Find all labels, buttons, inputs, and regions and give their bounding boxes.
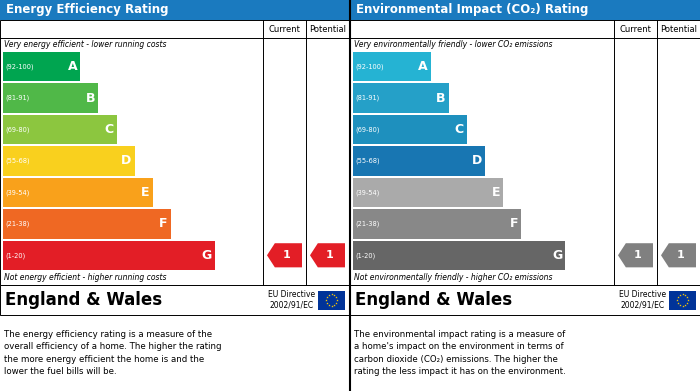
Text: 1: 1: [634, 250, 641, 260]
Text: Environmental Impact (CO₂) Rating: Environmental Impact (CO₂) Rating: [356, 4, 589, 16]
Text: (55-68): (55-68): [355, 158, 379, 164]
Text: E: E: [491, 186, 500, 199]
Text: (21-38): (21-38): [355, 221, 379, 227]
Text: G: G: [202, 249, 211, 262]
Text: 1: 1: [282, 250, 290, 260]
Text: C: C: [104, 123, 113, 136]
Text: (92-100): (92-100): [5, 63, 34, 70]
Polygon shape: [310, 243, 345, 267]
Bar: [3, 209, 171, 239]
Text: Current: Current: [269, 25, 300, 34]
Text: (39-54): (39-54): [355, 189, 379, 196]
Text: F: F: [510, 217, 518, 230]
Text: Not environmentally friendly - higher CO₂ emissions: Not environmentally friendly - higher CO…: [354, 273, 552, 283]
Text: (69-80): (69-80): [355, 126, 379, 133]
Bar: [318, 291, 345, 310]
Polygon shape: [267, 243, 302, 267]
Text: (55-68): (55-68): [5, 158, 29, 164]
Bar: [353, 178, 503, 207]
Bar: [3, 146, 134, 176]
Text: Very energy efficient - lower running costs: Very energy efficient - lower running co…: [4, 40, 167, 49]
Text: EU Directive
2002/91/EC: EU Directive 2002/91/EC: [268, 290, 315, 310]
Bar: [3, 178, 153, 207]
Text: (39-54): (39-54): [5, 189, 29, 196]
Text: Potential: Potential: [309, 25, 346, 34]
Text: A: A: [68, 60, 78, 73]
Bar: [0, 0, 349, 20]
Text: (81-91): (81-91): [5, 95, 29, 101]
Text: F: F: [159, 217, 168, 230]
Bar: [3, 115, 116, 144]
Polygon shape: [661, 243, 696, 267]
Bar: [353, 240, 566, 270]
Text: C: C: [455, 123, 464, 136]
Text: E: E: [141, 186, 150, 199]
Text: (69-80): (69-80): [5, 126, 29, 133]
Text: G: G: [552, 249, 562, 262]
Text: The energy efficiency rating is a measure of the
overall efficiency of a home. T: The energy efficiency rating is a measur…: [4, 330, 221, 376]
Bar: [3, 52, 80, 81]
Text: Energy Efficiency Rating: Energy Efficiency Rating: [6, 4, 169, 16]
Text: Potential: Potential: [660, 25, 697, 34]
Bar: [3, 83, 99, 113]
Text: (81-91): (81-91): [355, 95, 379, 101]
Text: (92-100): (92-100): [355, 63, 384, 70]
Text: (1-20): (1-20): [355, 252, 375, 258]
Text: B: B: [86, 91, 95, 105]
Text: (1-20): (1-20): [5, 252, 25, 258]
Bar: [353, 115, 467, 144]
Text: The environmental impact rating is a measure of
a home's impact on the environme: The environmental impact rating is a mea…: [354, 330, 566, 376]
Bar: [350, 0, 700, 20]
Bar: [350, 285, 700, 315]
Text: (21-38): (21-38): [5, 221, 29, 227]
Polygon shape: [618, 243, 653, 267]
Text: 1: 1: [676, 250, 684, 260]
Bar: [353, 146, 485, 176]
Text: 1: 1: [326, 250, 333, 260]
Bar: [669, 291, 696, 310]
Bar: [353, 83, 449, 113]
Text: Very environmentally friendly - lower CO₂ emissions: Very environmentally friendly - lower CO…: [354, 40, 552, 49]
Text: Current: Current: [620, 25, 652, 34]
Text: B: B: [436, 91, 446, 105]
Bar: [353, 209, 522, 239]
Text: EU Directive
2002/91/EC: EU Directive 2002/91/EC: [619, 290, 666, 310]
Text: England & Wales: England & Wales: [5, 291, 162, 309]
Bar: [3, 240, 215, 270]
Text: A: A: [418, 60, 428, 73]
Bar: [350, 20, 700, 285]
Text: England & Wales: England & Wales: [355, 291, 512, 309]
Text: D: D: [472, 154, 482, 167]
Bar: [0, 20, 349, 285]
Bar: [353, 52, 430, 81]
Text: D: D: [121, 154, 132, 167]
Bar: [0, 285, 349, 315]
Text: Not energy efficient - higher running costs: Not energy efficient - higher running co…: [4, 273, 167, 283]
